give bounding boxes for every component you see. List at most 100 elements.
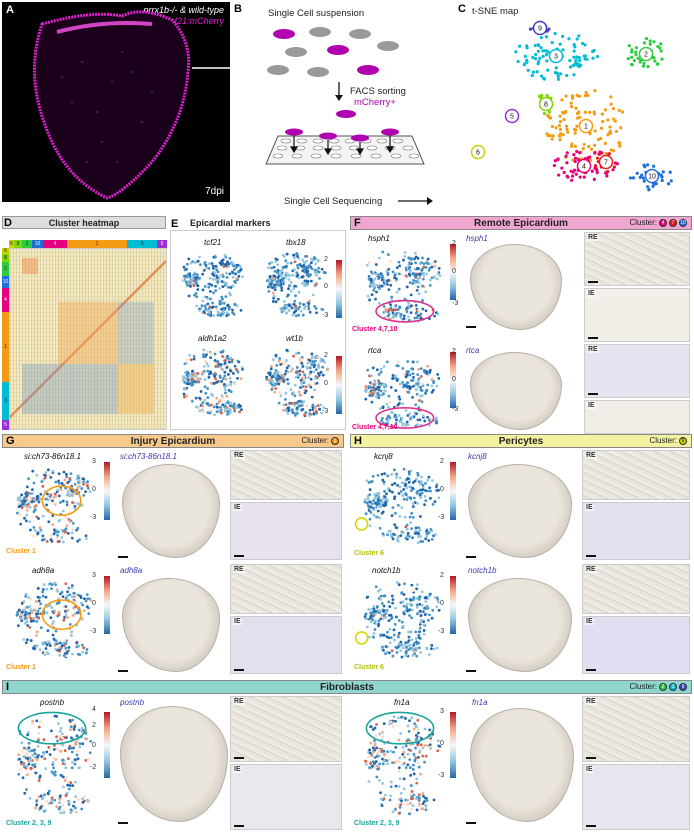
tsne-point (609, 95, 613, 99)
expression-point (297, 276, 301, 280)
expression-point (394, 511, 397, 515)
expression-point (44, 641, 47, 645)
expression-point (412, 772, 416, 776)
expression-point (199, 390, 203, 393)
expression-point (367, 261, 371, 264)
expression-point (288, 284, 291, 287)
expression-point (223, 361, 227, 365)
colorbar-g2-max: 3 (92, 572, 96, 579)
expression-point (282, 380, 286, 383)
expression-point (386, 405, 390, 409)
expression-point (402, 497, 406, 501)
expression-point (293, 299, 297, 303)
expression-point (379, 499, 382, 502)
cluster-marker-8: 8 (538, 96, 554, 112)
expression-point (401, 746, 405, 749)
expression-point (31, 719, 35, 723)
expression-point (405, 527, 409, 531)
tsne-point (526, 68, 530, 72)
expression-point (41, 590, 44, 594)
expression-point (405, 646, 408, 649)
expression-point (188, 353, 192, 357)
expression-point (294, 375, 298, 379)
expression-point (195, 295, 199, 299)
expression-point (424, 309, 428, 313)
expression-point (376, 509, 380, 513)
expression-point (416, 743, 420, 747)
expression-point (388, 627, 392, 631)
expression-point (276, 377, 280, 381)
expression-point (37, 517, 40, 520)
tsne-point (570, 96, 575, 100)
expression-point (391, 532, 395, 536)
expression-point (408, 261, 412, 265)
expression-point (410, 511, 414, 515)
expression-point (226, 303, 230, 307)
expression-point (60, 482, 64, 485)
expression-point (376, 385, 380, 389)
expression-point (39, 497, 43, 501)
expression-point (385, 360, 389, 364)
expression-point (81, 650, 84, 654)
expression-point (65, 500, 69, 504)
expression-point (407, 472, 411, 476)
expression-point (389, 785, 393, 789)
tsne-point (577, 110, 581, 114)
expression-point (199, 377, 202, 381)
expression-point (299, 399, 303, 403)
expression-point (411, 515, 415, 519)
expression-point (435, 646, 439, 650)
expression-point (303, 304, 307, 308)
expression-point (392, 750, 395, 754)
expression-point (408, 758, 412, 762)
expression-point (57, 519, 61, 523)
expression-point (236, 359, 240, 363)
tsne-point (589, 147, 594, 151)
expression-point (234, 272, 237, 276)
expression-point (366, 498, 370, 501)
expression-point (67, 802, 71, 806)
expression-point (417, 793, 421, 797)
expression-point (208, 276, 212, 280)
expression-point (216, 313, 220, 317)
expression-point (424, 607, 428, 611)
expression-point (412, 375, 415, 379)
expression-point (220, 411, 223, 415)
expression-point (371, 614, 375, 618)
expression-point (70, 536, 74, 540)
colorbar-i1-t0: 4 (92, 706, 96, 713)
expression-point (423, 796, 427, 800)
expression-point (221, 403, 225, 407)
expression-point (435, 419, 438, 423)
expression-point (381, 730, 384, 734)
expression-point (300, 382, 303, 385)
expression-point (53, 743, 56, 747)
expression-point (409, 598, 413, 602)
expression-point (367, 635, 371, 639)
expression-point (56, 540, 60, 544)
panel-f-cluster-legend: Cluster: 4 7 10 (629, 218, 687, 227)
expression-point (198, 276, 202, 280)
expression-point (411, 768, 415, 771)
expression-point (190, 370, 194, 373)
expression-point (54, 647, 57, 651)
expression-point (370, 608, 373, 611)
expression-point (68, 623, 72, 626)
topbar-1: 1 (67, 240, 127, 248)
cluster-marker-text: 9 (538, 26, 542, 33)
tsne-point (536, 43, 540, 47)
expression-point (267, 378, 271, 382)
expression-point (89, 739, 93, 743)
expression-point (35, 610, 38, 614)
expression-point (319, 371, 323, 374)
expression-point (267, 266, 270, 269)
tsne-point (538, 56, 542, 60)
expression-point (306, 273, 310, 277)
expression-point (396, 403, 400, 407)
expression-point (212, 314, 216, 318)
expression-point (367, 277, 371, 281)
expression-point (55, 536, 59, 540)
expression-point (397, 766, 401, 770)
expression-point (430, 384, 434, 388)
expression-point (57, 479, 60, 483)
